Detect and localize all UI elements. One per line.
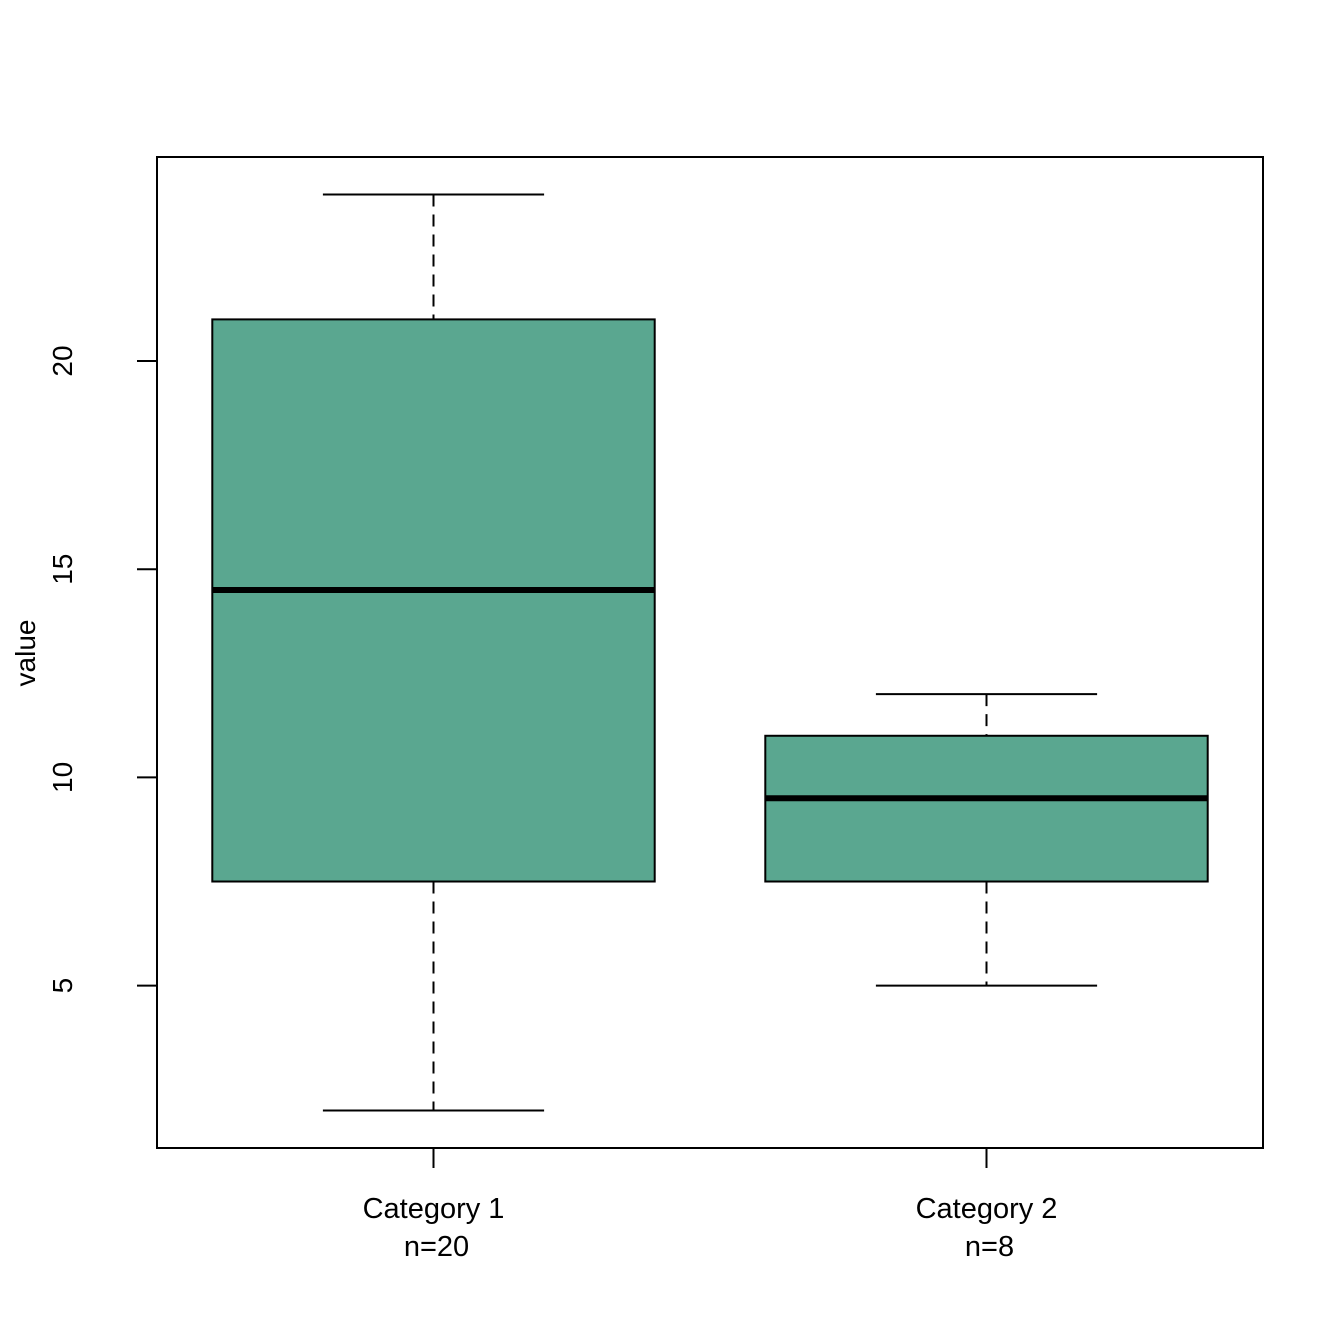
category-label-2: Category 2	[916, 1193, 1058, 1225]
box-1	[211, 318, 656, 883]
count-label-1: n=20	[404, 1231, 469, 1263]
boxes-layer	[211, 193, 1209, 1112]
count-label-2: n=8	[965, 1231, 1014, 1263]
y-tick-label-15: 15	[47, 554, 78, 585]
y-axis: 5 10 15 20	[47, 345, 158, 994]
y-tick-label-20: 20	[47, 345, 78, 376]
y-tick-label-5: 5	[47, 978, 78, 994]
x-axis: Category 1 n=20 Category 2 n=8	[363, 1148, 1058, 1263]
y-tick-label-10: 10	[47, 762, 78, 793]
box-2	[764, 734, 1209, 883]
category-label-1: Category 1	[363, 1193, 505, 1225]
y-axis-label: value	[10, 620, 41, 687]
